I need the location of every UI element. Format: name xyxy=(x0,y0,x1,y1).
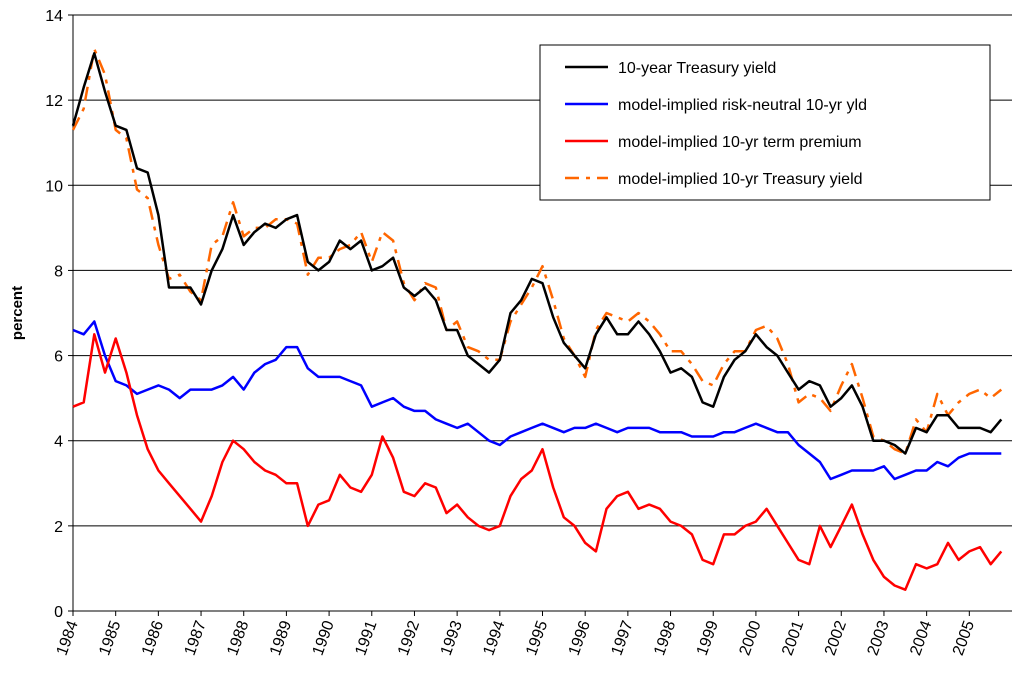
x-tick-label: 1985 xyxy=(96,618,124,657)
x-tick-label: 1984 xyxy=(54,618,82,657)
y-tick-label: 10 xyxy=(45,178,63,195)
x-tick-label: 1993 xyxy=(438,618,466,657)
x-tick-label: 1995 xyxy=(523,618,551,657)
y-axis-label: percent xyxy=(9,286,26,340)
legend-label: 10-year Treasury yield xyxy=(618,60,776,77)
series-line xyxy=(72,320,1002,481)
x-tick-label: 1991 xyxy=(352,618,380,657)
x-tick-label: 2005 xyxy=(950,618,978,657)
legend-label: model-implied 10-yr term premium xyxy=(618,134,862,151)
x-tick-label: 1987 xyxy=(182,618,210,657)
x-tick-label: 1994 xyxy=(480,618,508,657)
y-tick-label: 12 xyxy=(45,93,63,110)
x-tick-label: 1986 xyxy=(139,618,167,657)
y-tick-label: 2 xyxy=(54,519,63,536)
x-tick-label: 2004 xyxy=(907,618,935,657)
x-tick-label: 1989 xyxy=(267,618,295,657)
x-tick-label: 2002 xyxy=(822,618,850,657)
x-tick-label: 2003 xyxy=(865,618,893,657)
x-tick-label: 1990 xyxy=(310,618,338,657)
x-tick-label: 1999 xyxy=(694,618,722,657)
x-tick-label: 1996 xyxy=(566,618,594,657)
x-tick-label: 2000 xyxy=(737,618,765,657)
legend-box xyxy=(539,44,991,201)
legend-label: model-implied risk-neutral 10-yr yld xyxy=(618,97,867,114)
x-tick-label: 1997 xyxy=(608,618,636,657)
x-tick-label: 2001 xyxy=(779,618,807,657)
x-tick-label: 1992 xyxy=(395,618,423,657)
series-line xyxy=(71,47,1003,455)
y-tick-label: 8 xyxy=(54,263,63,280)
y-tick-label: 4 xyxy=(54,434,63,451)
y-tick-label: 14 xyxy=(45,8,63,25)
y-tick-label: 6 xyxy=(54,349,63,366)
y-tick-label: 0 xyxy=(54,604,63,621)
legend-label: model-implied 10-yr Treasury yield xyxy=(618,171,863,188)
series-line xyxy=(72,333,1003,591)
x-tick-label: 1998 xyxy=(651,618,679,657)
series-line xyxy=(71,52,1003,455)
x-tick-label: 1988 xyxy=(224,618,252,657)
